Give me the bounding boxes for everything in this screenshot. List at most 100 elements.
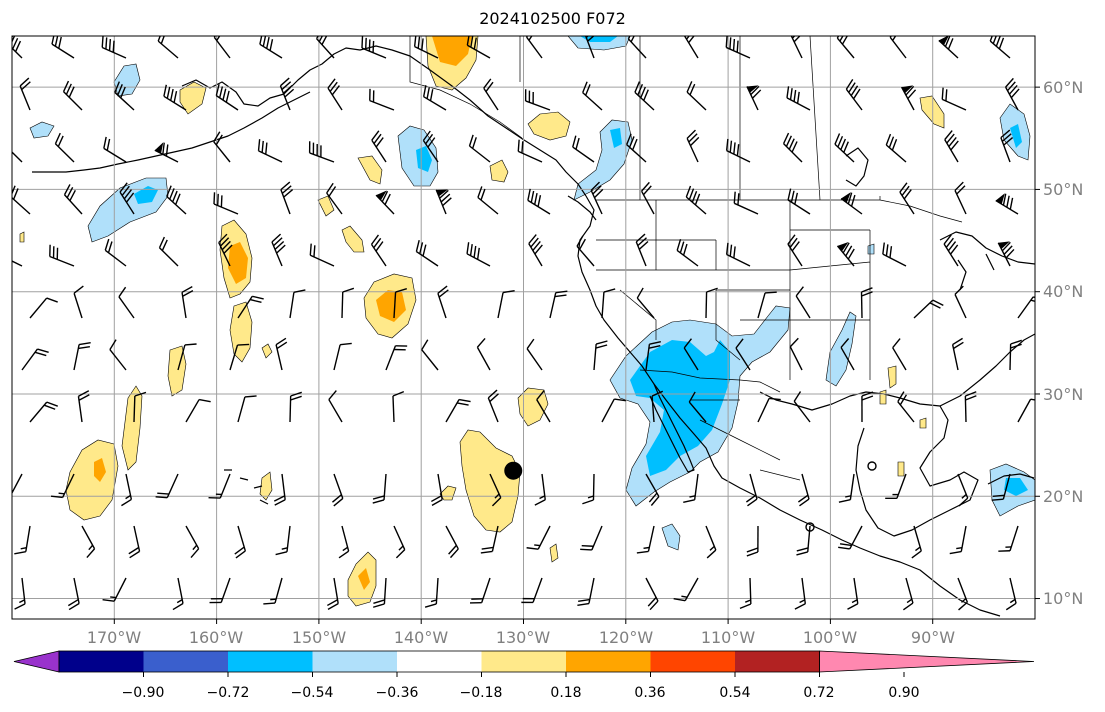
wind-barb [526, 525, 551, 550]
wind-barb [795, 286, 811, 319]
wind-barb [12, 253, 23, 267]
small-circle-marker [805, 522, 815, 532]
colorbar-ticks [143, 672, 905, 677]
wind-barb [705, 287, 718, 319]
colorbar-tick-label: −0.36 [376, 685, 419, 701]
positive-anomaly-area [549, 543, 559, 563]
wind-barb [393, 525, 406, 559]
hawaii-islands [224, 469, 269, 505]
wind-barb [215, 84, 239, 111]
wind-barb [445, 398, 471, 423]
wind-barb [333, 342, 352, 371]
wind-barb [725, 36, 751, 59]
wind-barb [593, 340, 608, 371]
wind-barb [645, 473, 660, 506]
wind-barb [338, 525, 350, 559]
colorbar-segment [735, 651, 820, 672]
wind-barb [497, 290, 515, 319]
wind-barb [109, 339, 127, 371]
positive-anomaly-area [897, 461, 905, 477]
colorbar-tick-label: −0.72 [207, 685, 250, 701]
wind-barb [938, 36, 959, 59]
wind-barb [480, 525, 499, 554]
wind-barb [172, 577, 184, 611]
wind-barb [790, 36, 803, 59]
wind-barb [735, 338, 751, 371]
wind-barb [525, 36, 543, 59]
wind-barb [885, 133, 907, 163]
wind-barb [341, 287, 355, 319]
wind-barb [437, 285, 449, 319]
negative-anomaly-area [580, 36, 618, 42]
wind-barb [861, 391, 874, 423]
negative-anomaly-area [1004, 478, 1028, 496]
wind-barb [797, 473, 810, 507]
wind-barb [757, 397, 781, 423]
wind-barb [733, 191, 759, 215]
wind-barb [941, 87, 967, 111]
wind-barb [468, 134, 491, 163]
wind-barb [989, 36, 1011, 59]
wind-barb [526, 338, 543, 371]
wind-barb [943, 234, 959, 267]
wind-barb [683, 338, 699, 371]
wind-barb [12, 143, 23, 163]
wind-barb [793, 391, 811, 423]
wind-barb [964, 391, 977, 423]
negative-anomaly-area [661, 523, 681, 551]
wind-barb [705, 525, 717, 559]
negative-anomaly-area [1010, 124, 1022, 148]
negative-anomaly-area [134, 186, 158, 204]
wind-barb [466, 242, 491, 267]
wind-barb [121, 473, 133, 507]
positive-anomaly-area [179, 81, 207, 115]
positive-anomaly-area [19, 231, 25, 243]
lon-tick-label: 130°W [496, 628, 551, 647]
colorbar-tick-label: 0.72 [803, 685, 834, 701]
wind-barb [1000, 129, 1014, 163]
wind-barb [786, 86, 811, 111]
colorbar-segment [312, 651, 398, 672]
wind-barb [601, 398, 626, 423]
wind-barb [957, 577, 969, 611]
wind-barb [991, 473, 1011, 501]
wind-barb [645, 341, 661, 371]
mexico-state-lines [690, 399, 801, 481]
us-mexico-border [639, 369, 781, 393]
wind-barb [114, 81, 135, 111]
wind-barb [385, 345, 408, 371]
wind-barb [577, 577, 595, 606]
lat-tick-label: 10°N [1043, 589, 1083, 608]
wind-barb [582, 81, 603, 111]
wind-barb [477, 186, 499, 215]
wind-barbs [12, 36, 1035, 611]
wind-barb [118, 286, 135, 319]
wind-barb [739, 577, 752, 609]
wind-barb [12, 473, 23, 498]
colorbar-segment [397, 651, 482, 672]
wind-barb [67, 577, 80, 611]
wind-barb [280, 181, 294, 215]
wind-barb [445, 525, 459, 559]
wind-barb [997, 241, 1015, 267]
wind-barb [636, 287, 655, 319]
positive-anomaly-area [259, 471, 273, 501]
wind-barb [327, 78, 343, 111]
wind-barb [218, 233, 233, 267]
wind-barb [885, 473, 907, 500]
great-lakes [939, 231, 1035, 291]
wind-barb [1005, 577, 1017, 611]
wind-barb [308, 141, 335, 163]
colorbar-tick-label: 0.18 [550, 685, 581, 701]
wind-barb [309, 243, 335, 267]
positive-anomaly-area [489, 159, 509, 183]
lon-tick-label: 170°W [87, 628, 142, 647]
wind-barb [128, 525, 141, 559]
wind-barb [119, 182, 135, 215]
positive-anomaly-area [887, 365, 897, 389]
wind-barb [688, 391, 707, 423]
wind-barb [524, 89, 551, 111]
negative-anomaly-area [113, 63, 141, 97]
cuba [987, 473, 1035, 485]
north-america-west-coast [577, 195, 1001, 617]
